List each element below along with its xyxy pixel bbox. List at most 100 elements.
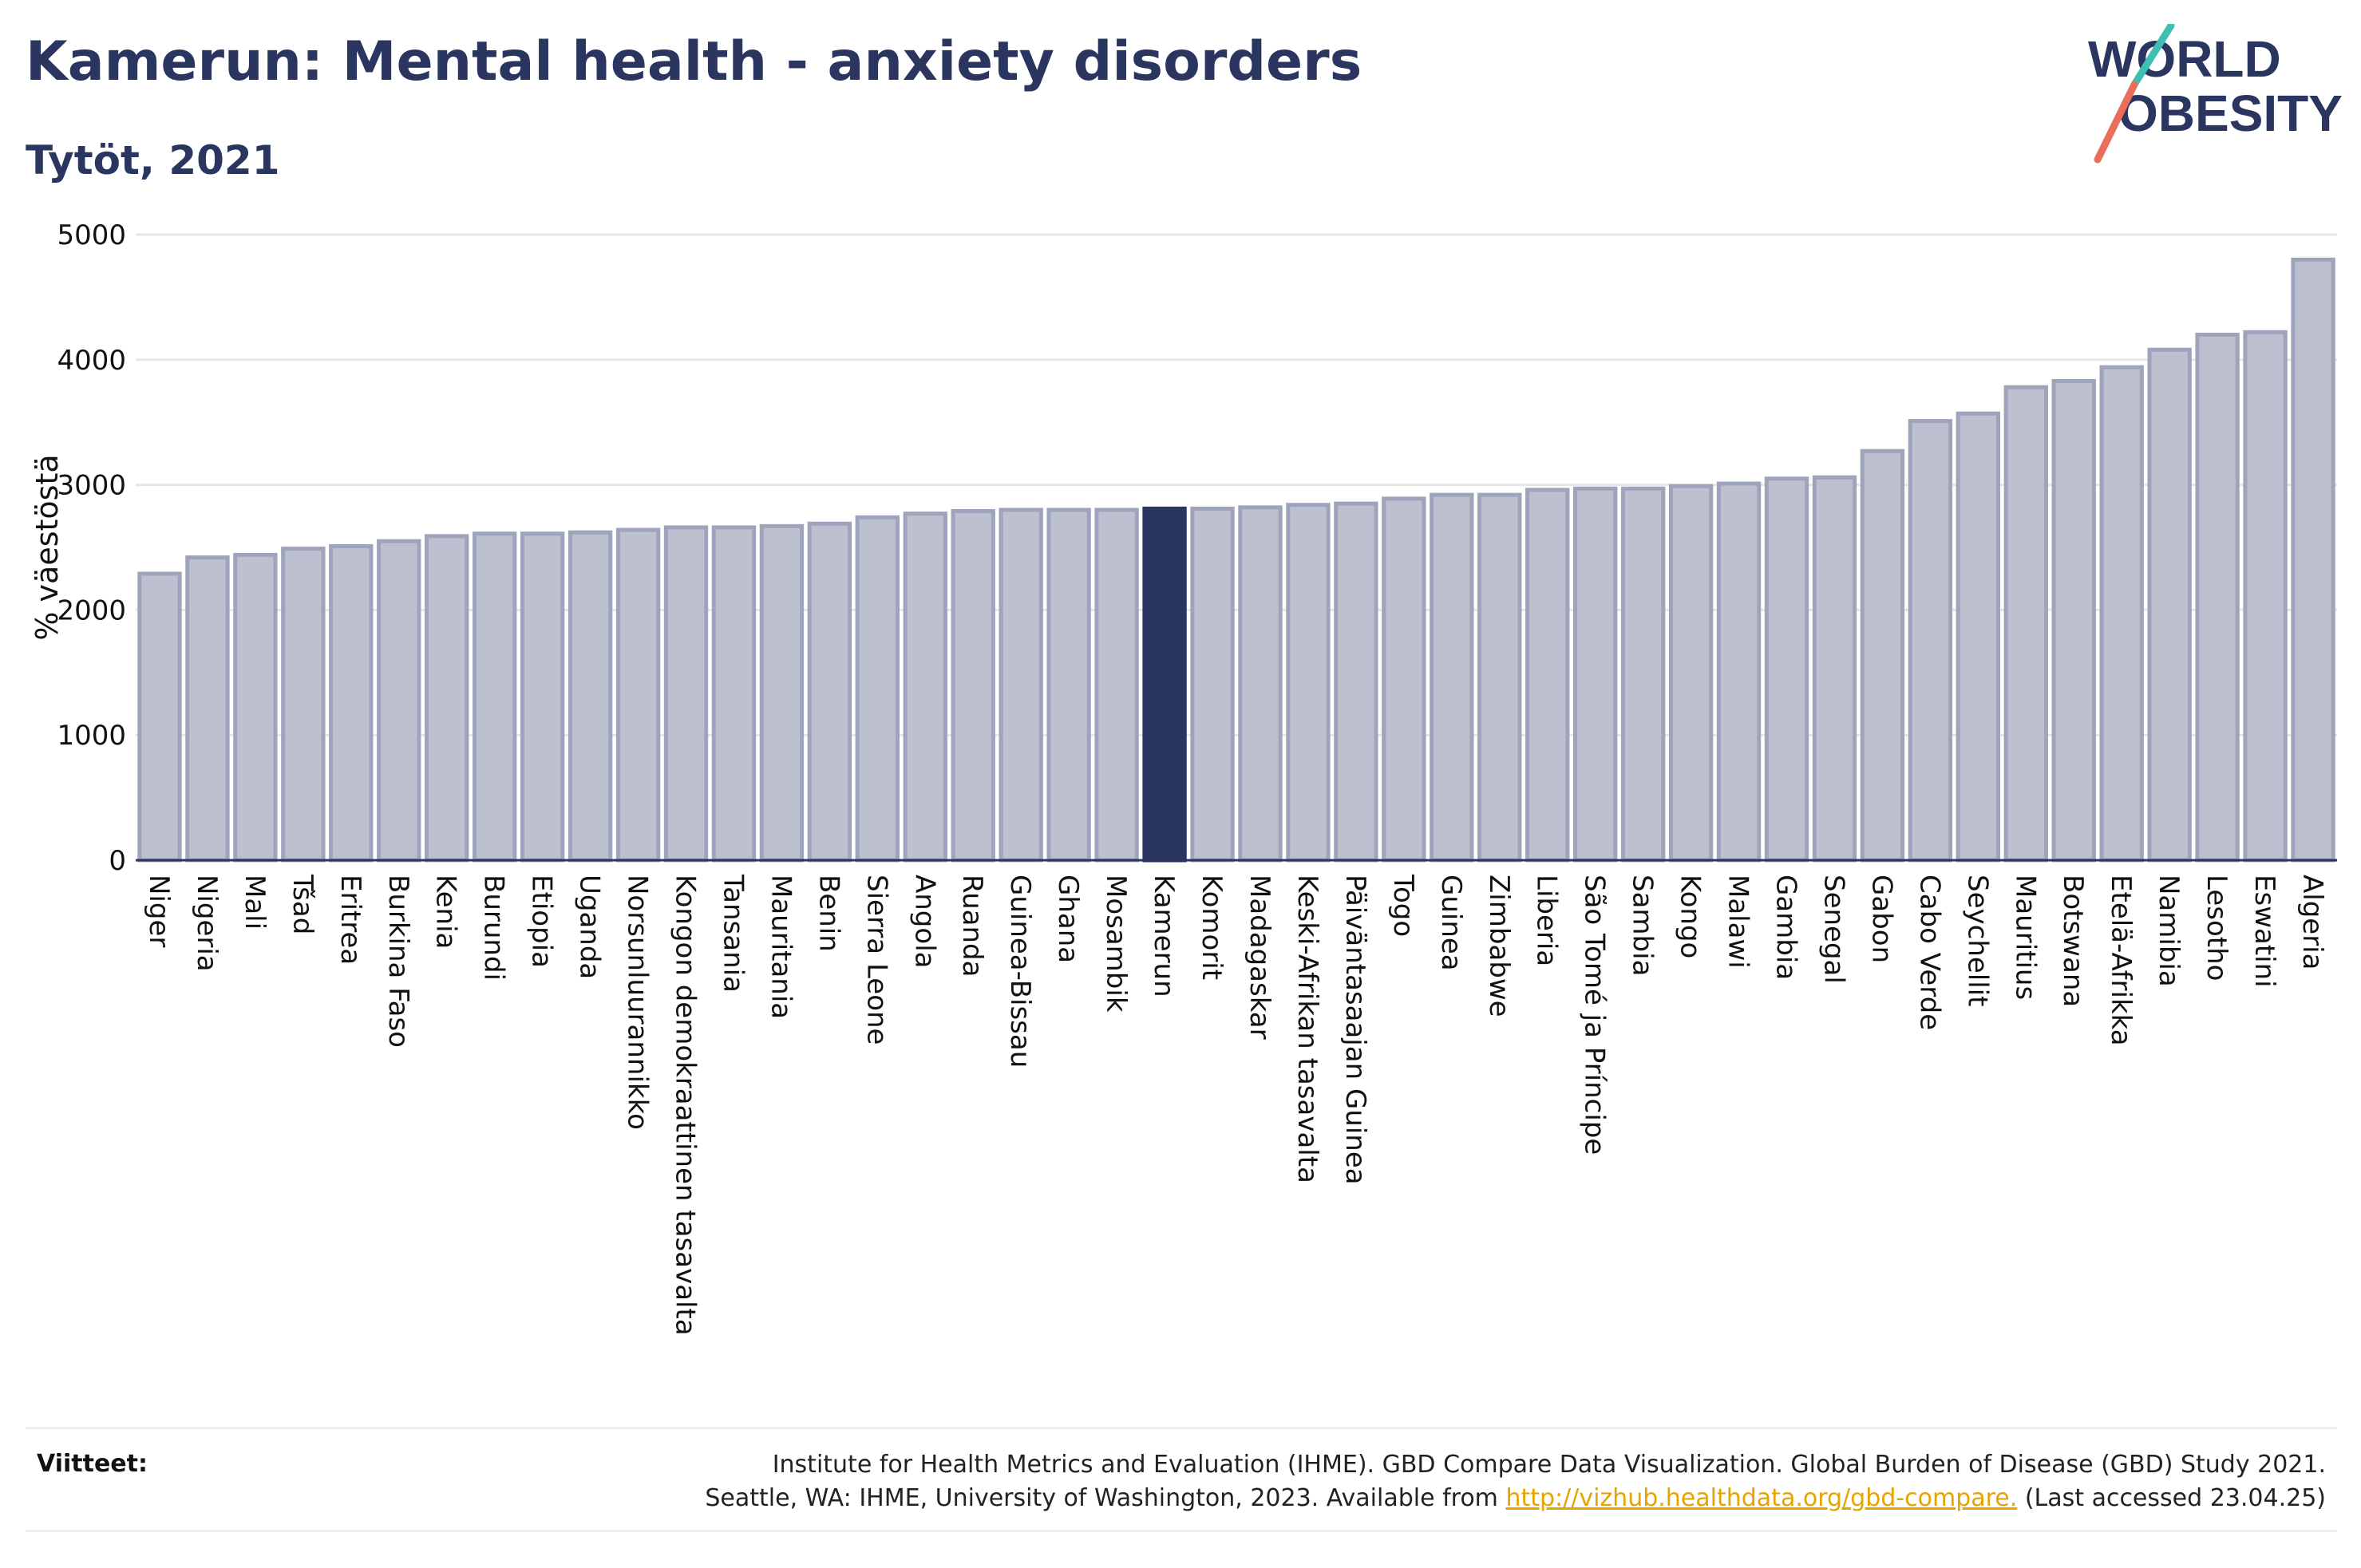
- bar-keski-afrikan-tasavalta: [1286, 503, 1331, 863]
- x-tick-label-mauritius: Mauritius: [2009, 875, 2041, 1000]
- x-tick-label-gabon: Gabon: [1865, 875, 1897, 963]
- x-tick-label-etiopia: Etiopia: [526, 875, 558, 968]
- bar-norsunluurannikko: [615, 527, 661, 863]
- reference-line-2-prefix: Seattle, WA: IHME, University of Washing…: [705, 1484, 1506, 1512]
- bar-gabon: [1860, 448, 1905, 863]
- logo-coral-stroke: [2094, 81, 2138, 164]
- y-tick-label-4000: 4000: [57, 345, 126, 377]
- x-tick-label-algeria: Algeria: [2296, 875, 2328, 970]
- bar-guinea-bissau: [999, 508, 1043, 863]
- x-tick-label-senegal: Senegal: [1817, 875, 1849, 984]
- bar-burkina-faso: [377, 539, 421, 863]
- logo-text-obesity: OBESITY: [2118, 85, 2343, 142]
- y-tick-label-0: 0: [109, 845, 126, 877]
- bar-etela-afrikka: [2099, 365, 2144, 863]
- y-tick-label-1000: 1000: [57, 720, 126, 752]
- bar-burundi: [472, 531, 517, 863]
- bar-benin: [807, 521, 852, 863]
- bar-chart: 0 1000 2000 3000 4000 5000 Niger Nigeria Mali Tš…: [30, 219, 2337, 1336]
- x-tick-label-tansania: Tansania: [717, 874, 749, 993]
- bar-mauritius: [2003, 385, 2048, 863]
- y-axis-label: % väestöstä: [30, 454, 65, 640]
- bar-seychellit: [1956, 411, 2001, 863]
- x-tick-label-burkina-faso: Burkina Faso: [382, 875, 414, 1048]
- x-tick-label-zimbabwe: Zimbabwe: [1483, 875, 1515, 1017]
- bar-komorit: [1190, 506, 1235, 863]
- bar-togo: [1382, 496, 1426, 863]
- bar-malawi: [1716, 481, 1762, 863]
- bar-zimbabwe: [1477, 492, 1522, 863]
- x-tick-label-cabo-verde: Cabo Verde: [1913, 875, 1945, 1030]
- bar-ruanda: [951, 509, 995, 863]
- x-tick-label-namibia: Namibia: [2153, 875, 2185, 987]
- bar-gambia: [1764, 476, 1809, 863]
- bar-nigeria: [185, 555, 230, 863]
- bar-liberia: [1525, 488, 1570, 863]
- x-tick-label-etela-afrikka: Etelä-Afrikka: [2105, 875, 2137, 1046]
- bar-kamerun: [1142, 506, 1187, 863]
- y-tick-label-3000: 3000: [57, 470, 126, 502]
- x-tick-label-guinea: Guinea: [1435, 875, 1467, 971]
- x-tick-label-togo: Togo: [1387, 874, 1419, 937]
- reference-line-2-suffix: (Last accessed 23.04.25): [2017, 1484, 2326, 1512]
- x-tick-label-madagaskar: Madagaskar: [1244, 875, 1275, 1040]
- bar-eritrea: [329, 543, 374, 863]
- x-tick-label-seychellit: Seychellit: [1961, 875, 1993, 1006]
- bar-mosambik: [1094, 508, 1139, 863]
- bar-paivantasaajan-guinea: [1334, 501, 1378, 863]
- x-tick-label-paivantasaajan-guinea: Päiväntasaajan Guinea: [1339, 875, 1371, 1185]
- x-tick-label-uganda: Uganda: [574, 875, 606, 979]
- x-tick-label-komorit: Komorit: [1196, 875, 1228, 980]
- x-tick-label-guinea-bissau: Guinea-Bissau: [1004, 875, 1036, 1068]
- reference-link[interactable]: http://vizhub.healthdata.org/gbd-compare…: [1505, 1484, 2018, 1512]
- bar-sierra-leone: [855, 515, 900, 863]
- reference-line-1: Institute for Health Metrics and Evaluat…: [772, 1451, 2326, 1479]
- chart-title: Kamerun: Mental health - anxiety disorde…: [26, 30, 1362, 93]
- x-tick-label-kamerun: Kamerun: [1148, 875, 1180, 997]
- bar-botswana: [2051, 378, 2096, 863]
- x-tick-label-mosambik: Mosambik: [1100, 875, 1132, 1013]
- x-tick-label-mali: Mali: [239, 875, 271, 930]
- bar-madagaskar: [1238, 505, 1283, 863]
- x-tick-label-niger: Niger: [143, 875, 175, 947]
- logo-teal-stroke: [2130, 24, 2175, 89]
- world-obesity-logo: WORLD OBESITY: [2088, 24, 2343, 164]
- x-tick-label-angola: Angola: [908, 875, 940, 968]
- y-axis-ticks: 0 1000 2000 3000 4000 5000: [57, 219, 126, 877]
- bar-kongo: [1668, 484, 1714, 863]
- x-tick-label-eswatini: Eswatini: [2248, 875, 2280, 988]
- bar-guinea: [1430, 492, 1474, 863]
- bar-sao-tome-ja-principe: [1572, 486, 1618, 863]
- x-tick-label-burundi: Burundi: [478, 875, 510, 981]
- x-tick-label-norsunluurannikko: Norsunluurannikko: [622, 875, 654, 1130]
- bar-etiopia: [520, 531, 565, 863]
- x-tick-label-kenia: Kenia: [430, 875, 462, 949]
- x-tick-label-liberia: Liberia: [1531, 875, 1563, 966]
- x-tick-label-ruanda: Ruanda: [956, 875, 988, 977]
- x-tick-label-eritrea: Eritrea: [334, 875, 366, 965]
- x-axis-ticks: Niger Nigeria Mali Tšad Eritrea Burkina Faso K…: [143, 874, 2328, 1336]
- bar-uganda: [568, 530, 613, 863]
- x-tick-label-malawi: Malawi: [1722, 875, 1754, 969]
- bar-eswatini: [2243, 330, 2288, 863]
- x-tick-label-kongo: Kongo: [1675, 875, 1706, 958]
- y-tick-label-5000: 5000: [57, 219, 126, 251]
- bar-angola: [903, 511, 947, 863]
- x-tick-label-nigeria: Nigeria: [191, 875, 223, 972]
- x-tick-label-sambia: Sambia: [1627, 875, 1659, 976]
- x-tick-label-kongon-demokraattinen-tasavalta: Kongon demokraattinen tasavalta: [670, 875, 702, 1336]
- references-text: Institute for Health Metrics and Evaluat…: [490, 1448, 2326, 1515]
- x-tick-label-botswana: Botswana: [2057, 875, 2089, 1007]
- bar-tansania: [711, 525, 757, 863]
- chart-subtitle: Tytöt, 2021: [26, 137, 280, 184]
- bars: [137, 257, 2335, 863]
- bar-sambia: [1620, 486, 1666, 863]
- x-tick-label-mauritania: Mauritania: [765, 875, 797, 1019]
- x-tick-label-tsad: Tšad: [287, 874, 318, 934]
- bar-senegal: [1812, 475, 1857, 863]
- bar-kenia: [425, 534, 469, 863]
- bar-mali: [233, 552, 278, 863]
- references-label: Viitteet:: [37, 1450, 148, 1478]
- x-tick-label-sierra-leone: Sierra Leone: [860, 875, 892, 1045]
- x-tick-label-lesotho: Lesotho: [2201, 875, 2232, 981]
